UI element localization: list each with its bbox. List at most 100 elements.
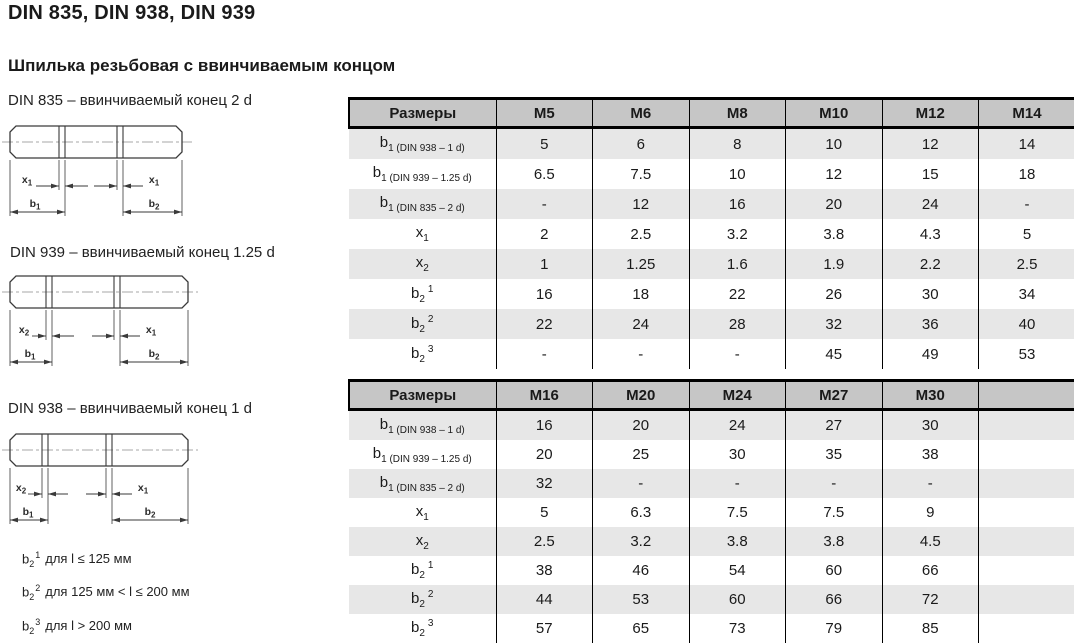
table-cell: 26 <box>785 279 882 309</box>
table-cell: 10 <box>785 127 882 159</box>
table-cell: 4.3 <box>881 219 979 249</box>
dim-label-b1: b1 <box>30 198 41 212</box>
table-cell: 1.6 <box>688 249 786 279</box>
table-cell: 49 <box>881 339 979 369</box>
column-header: M5 <box>495 97 593 129</box>
column-header: M8 <box>688 97 786 129</box>
column-header: M20 <box>592 379 689 411</box>
table-header-row: Размеры M5 M6 M8 M10 M12 M14 <box>348 97 1074 129</box>
table-cell <box>978 614 1074 643</box>
table-cell: - <box>881 469 979 498</box>
table-cell: 16 <box>688 189 786 219</box>
table-cell: 27 <box>785 409 882 440</box>
column-header: M6 <box>592 97 689 129</box>
dim-label-x1-right: x1 <box>146 324 157 338</box>
table-cell: - <box>785 469 882 498</box>
table-cell: 24 <box>688 409 786 440</box>
table-cell: 38 <box>881 440 979 469</box>
table-cell: 85 <box>881 614 979 643</box>
table-cell: 12 <box>881 127 979 159</box>
dim-label-b2: b2 <box>149 198 160 212</box>
table-header-row: Размеры M16 M20 M24 M27 M30 <box>348 379 1074 411</box>
row-label: b1 (DIN 938 – 1 d) <box>349 409 496 440</box>
table-cell: 53 <box>592 585 689 614</box>
table-cell: 24 <box>592 309 689 339</box>
table-cell: 15 <box>881 159 979 189</box>
table-cell: 2.2 <box>881 249 979 279</box>
table-cell: - <box>495 339 593 369</box>
table-cell: 7.5 <box>688 498 786 527</box>
table-cell: 57 <box>495 614 593 643</box>
table-cell: 3.8 <box>688 527 786 556</box>
table-row: b22 22 24 28 32 36 40 <box>349 309 1074 339</box>
table-cell: 25 <box>592 440 689 469</box>
table-cell <box>978 498 1074 527</box>
table-cell: 6.3 <box>592 498 689 527</box>
table-cell <box>978 527 1074 556</box>
size-table-m16-m30: Размеры M16 M20 M24 M27 M30 b1 (DIN 938 … <box>348 379 1074 643</box>
table-cell: 6.5 <box>495 159 593 189</box>
table-cell: 53 <box>978 339 1074 369</box>
table-row: b1 (DIN 938 – 1 d) 5 6 8 10 12 14 <box>349 127 1074 159</box>
table-cell: 9 <box>881 498 979 527</box>
thread-runout-lines <box>41 434 113 466</box>
table-cell <box>978 440 1074 469</box>
thread-runout-lines <box>58 126 124 158</box>
table-row: b21 16 18 22 26 30 34 <box>349 279 1074 309</box>
table-cell: 18 <box>592 279 689 309</box>
table-cell: 3.2 <box>688 219 786 249</box>
section-label-din835: DIN 835 – ввинчиваемый конец 2 d <box>8 92 252 109</box>
table-cell: 2.5 <box>978 249 1074 279</box>
column-header: M16 <box>495 379 593 411</box>
row-label: b23 <box>349 614 496 643</box>
dim-label-x2-left: x2 <box>19 324 30 338</box>
table-cell: 4.5 <box>881 527 979 556</box>
table-row: b1 (DIN 938 – 1 d) 16 20 24 27 30 <box>349 409 1074 440</box>
table-cell: 36 <box>881 309 979 339</box>
table-cell: 1.25 <box>592 249 689 279</box>
table-cell: 65 <box>592 614 689 643</box>
row-label: b21 <box>411 560 434 581</box>
dim-label-b1: b1 <box>25 348 36 362</box>
column-header: M14 <box>978 97 1074 129</box>
table-row: b21 38 46 54 60 66 <box>349 556 1074 585</box>
stud-outline <box>9 125 183 159</box>
dim-label-b2: b2 <box>145 506 156 520</box>
row-label: b1 (DIN 835 – 2 d) <box>349 469 496 498</box>
table-cell: 16 <box>495 409 593 440</box>
row-label: x1 <box>415 224 429 244</box>
row-label: b1 (DIN 938 – 1 d) <box>349 127 496 159</box>
dimension-lines <box>10 491 188 523</box>
table-cell: - <box>978 189 1074 219</box>
extension-lines <box>9 310 189 366</box>
table-cell: 44 <box>495 585 593 614</box>
table-cell: 12 <box>592 189 689 219</box>
stud-outline <box>9 275 189 309</box>
table-cell: 22 <box>688 279 786 309</box>
table-cell: 3.2 <box>592 527 689 556</box>
table-cell: 22 <box>495 309 593 339</box>
dim-label-x1-right: x1 <box>138 482 149 496</box>
table-cell: 73 <box>688 614 786 643</box>
table-row: b1 (DIN 835 – 2 d) 32- - - - <box>349 469 1074 498</box>
thread-runout-lines <box>45 276 121 308</box>
table-row: b1 (DIN 835 – 2 d) -12 16 20 24- <box>349 189 1074 219</box>
table-cell: 5 <box>978 219 1074 249</box>
size-table-m5-m14: Размеры M5 M6 M8 M10 M12 M14 b1 (DIN 938… <box>348 97 1074 369</box>
row-label: x2 <box>349 249 496 279</box>
stud-outline <box>9 433 189 467</box>
table-cell: 66 <box>881 556 979 585</box>
table-cell: - <box>688 339 786 369</box>
table-cell: 72 <box>881 585 979 614</box>
column-header: M12 <box>881 97 979 129</box>
din-835-stud-drawing: x1 x1 b1 b2 <box>2 125 192 216</box>
table-cell: 2.5 <box>495 527 593 556</box>
table-row: b22 44 53 60 66 72 <box>349 585 1074 614</box>
table-cell: 6 <box>592 127 689 159</box>
table-cell: 32 <box>495 469 593 498</box>
table-cell: 2.5 <box>592 219 689 249</box>
table-row: b23 - - -45 49 53 <box>349 339 1074 369</box>
table-row: b1 (DIN 939 – 1.25 d) 20 25 30 35 38 <box>349 440 1074 469</box>
table-cell: 28 <box>688 309 786 339</box>
